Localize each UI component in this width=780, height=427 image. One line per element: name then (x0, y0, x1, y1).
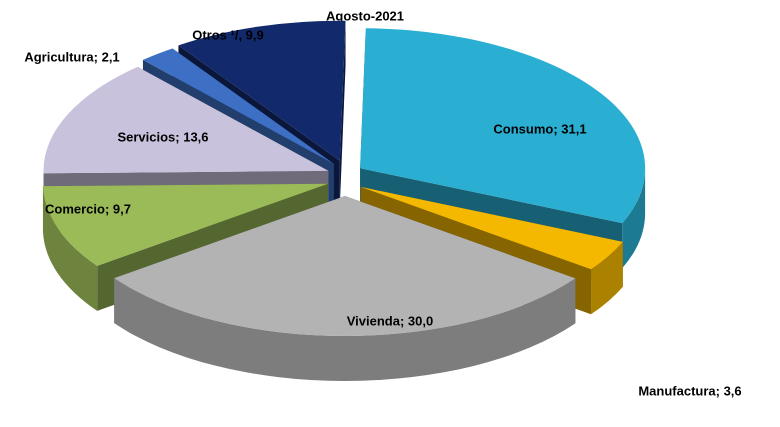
slice-top (114, 195, 576, 336)
chart-title: Agosto-2021 (326, 8, 404, 23)
data-label: Otros ¹/, 9,9 (192, 27, 264, 42)
data-label: Manufactura; 3,6 (638, 383, 741, 398)
slice-top (42, 183, 328, 266)
data-label: Comercio; 9,7 (45, 201, 131, 216)
slice-wall (114, 278, 576, 381)
slice-wall (591, 241, 623, 315)
data-label: Agricultura; 2,1 (24, 49, 119, 64)
slice-top (360, 186, 623, 270)
slice-top (360, 28, 646, 224)
slice-side (339, 20, 346, 206)
data-label: Servicios; 13,6 (117, 129, 208, 144)
data-label: Consumo; 31,1 (493, 121, 586, 136)
slice-wall (42, 186, 98, 311)
slice-wall (622, 168, 646, 269)
slice-top (43, 66, 329, 174)
slice-top (178, 20, 346, 161)
slice-top (142, 48, 334, 164)
data-label: Vivienda; 30,0 (347, 313, 433, 328)
slice (114, 195, 576, 381)
